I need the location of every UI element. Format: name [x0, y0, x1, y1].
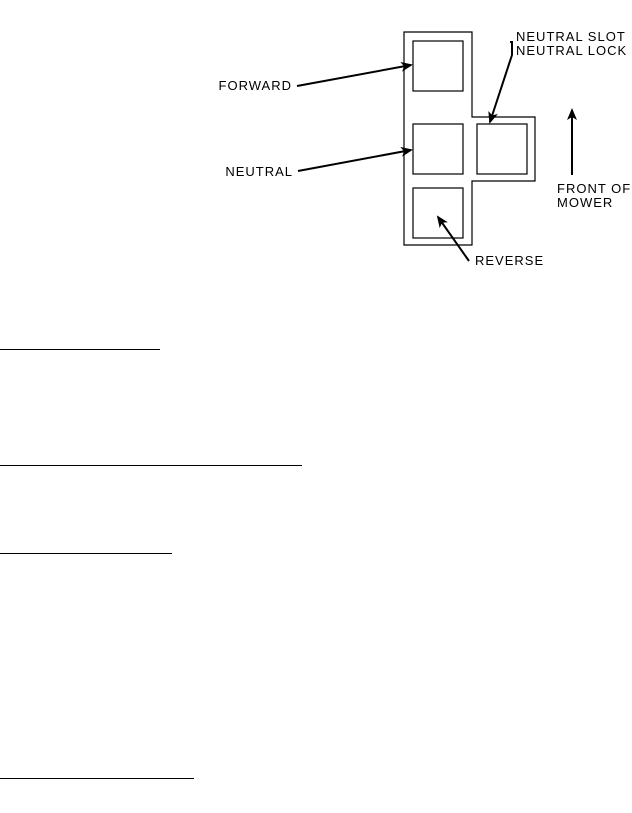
- arrow-reverse: [438, 217, 469, 261]
- arrow-lock: [490, 42, 512, 122]
- forward-box: [413, 41, 463, 91]
- arrow-neutral: [298, 150, 411, 171]
- label-front-of: FRONT OF: [557, 181, 631, 196]
- gear-shift-diagram: NEUTRAL SLOTNEUTRAL LOCK FORWARD NEUTRAL RE…: [0, 0, 632, 813]
- label-forward: FORWARD: [219, 78, 292, 93]
- arrow-forward: [297, 65, 411, 86]
- label-neutral-lock: NEUTRAL LOCK: [516, 43, 627, 58]
- rule-2: [0, 465, 302, 466]
- rule-1: [0, 349, 160, 350]
- label-mower: MOWER: [557, 195, 613, 210]
- rule-3: [0, 553, 172, 554]
- rule-4: [0, 778, 194, 779]
- label-neutral-slot: NEUTRAL SLOT: [516, 29, 626, 44]
- reverse-box: [413, 188, 463, 238]
- neutral-box: [413, 124, 463, 174]
- shift-gate-outline: [404, 32, 535, 245]
- label-neutral: NEUTRAL: [225, 164, 293, 179]
- label-reverse: REVERSE: [475, 253, 544, 268]
- lock-box: [477, 124, 527, 174]
